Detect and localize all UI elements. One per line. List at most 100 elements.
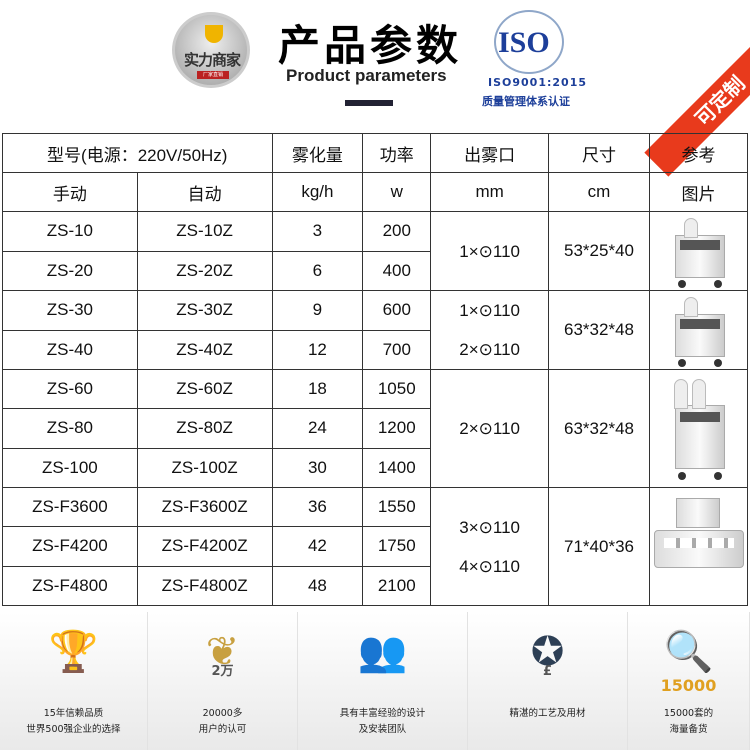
outlet-value: 2×⊙110 xyxy=(459,340,520,359)
cell-power: 600 xyxy=(362,290,432,331)
merchant-logo: 实力商家 厂家直销 xyxy=(172,12,250,88)
cell-power: 1550 xyxy=(362,486,432,528)
cell-auto: ZS-F4800Z xyxy=(136,565,273,607)
product-image xyxy=(648,369,749,488)
feature-text: 15年信赖品质 xyxy=(43,708,104,719)
cell-mist: 48 xyxy=(271,565,364,607)
product-image xyxy=(648,211,749,291)
cell-manual: ZS-100 xyxy=(2,447,138,489)
feature-badge: 2万 xyxy=(211,664,234,679)
outlet-value: 1×⊙110 xyxy=(459,301,520,320)
cell-power: 1200 xyxy=(362,408,432,449)
feature-item: 🔍 15000 15000套的 海量备货 xyxy=(628,612,750,750)
feature-item: 🏆 15年信赖品质世界500强企业的选择 xyxy=(0,612,148,750)
cell-manual: ZS-F4800 xyxy=(2,565,138,607)
header-manual: 手动 xyxy=(2,172,138,212)
cell-auto: ZS-60Z xyxy=(136,368,273,410)
outlet-value: 3×⊙110 xyxy=(459,517,520,537)
cell-power: 1050 xyxy=(362,368,432,410)
cell-size: 71*40*36 xyxy=(548,487,650,606)
cell-auto: ZS-100Z xyxy=(136,447,273,489)
header-ref2: 图片 xyxy=(648,172,749,212)
header-model: 型号(电源：220V/50Hz) xyxy=(2,133,273,173)
page-subtitle: Product parameters xyxy=(286,66,447,85)
cell-mist: 18 xyxy=(271,368,364,410)
outlet-value: 4×⊙110 xyxy=(459,556,520,576)
feature-text: 15000套的 xyxy=(663,708,714,719)
cell-power: 1750 xyxy=(362,526,432,567)
cell-manual: ZS-F4200 xyxy=(2,526,138,567)
header-outlet: 出雾口 xyxy=(430,133,550,173)
cell-auto: ZS-40Z xyxy=(136,329,273,370)
table-row: ZS-40 ZS-40Z 12 700 xyxy=(2,329,748,370)
feature-text: 及安装团队 xyxy=(358,724,407,735)
unit-power: w xyxy=(362,172,432,212)
cell-auto: ZS-30Z xyxy=(136,290,273,331)
page-title: 产品参数 xyxy=(278,21,463,70)
feature-item: ✪ £ 精湛的工艺及用材 xyxy=(468,612,628,750)
cell-mist: 30 xyxy=(271,447,364,489)
iso-cert: ISO9001:2015 xyxy=(488,76,587,89)
cell-mist: 6 xyxy=(271,250,364,291)
header-auto: 自动 xyxy=(136,172,273,212)
feature-badge: £ xyxy=(542,664,553,679)
feature-text: 世界500强企业的选择 xyxy=(26,724,121,735)
cell-mist: 24 xyxy=(271,408,364,449)
table-row: ZS-80 ZS-80Z 24 1200 xyxy=(2,408,748,449)
spec-table: 型号(电源：220V/50Hz) 雾化量 功率 出雾口 尺寸 参考 手动 自动 … xyxy=(2,133,749,607)
cell-power: 2100 xyxy=(362,565,432,607)
cell-manual: ZS-20 xyxy=(2,250,138,291)
iso-logo: ISO xyxy=(494,10,564,74)
header-mist: 雾化量 xyxy=(271,133,364,173)
cell-manual: ZS-40 xyxy=(2,329,138,370)
cell-mist: 9 xyxy=(271,290,364,331)
cell-mist: 36 xyxy=(271,486,364,528)
table-row: ZS-60 ZS-60Z 18 1050 2×⊙110 63*32*48 xyxy=(2,368,749,488)
cell-mist: 42 xyxy=(271,526,364,567)
cell-manual: ZS-F3600 xyxy=(2,486,138,528)
features-strip: 🏆 15年信赖品质 世界500强企业的选择 ❦ 2万 20000多 用户的认可 👥 具有丰… xyxy=(0,612,750,750)
divider xyxy=(345,100,393,106)
magnifier-icon: 🔍 15000 xyxy=(659,622,719,695)
product-image xyxy=(648,290,749,370)
table-row: ZS-10 ZS-10Z 3 200 1×⊙110 53*25*40 xyxy=(2,211,749,291)
feature-item: 👥 具有丰富经验的设计 及安装团队 xyxy=(298,612,468,750)
table-row: ZS-30 ZS-30Z 9 600 1×⊙110 2×⊙110 63*32*48 xyxy=(2,290,749,370)
table-row: ZS-F4200 ZS-F4200Z 42 1750 xyxy=(2,526,748,567)
cell-manual: ZS-80 xyxy=(2,408,138,449)
iso-caption: 质量管理体系认证 xyxy=(482,95,570,108)
cell-manual: ZS-30 xyxy=(2,290,138,331)
award-ribbon-icon: ✪ £ xyxy=(518,622,578,682)
cell-auto: ZS-10Z xyxy=(136,211,273,252)
unit-outlet: mm xyxy=(430,172,550,212)
feature-text: 精湛的工艺及用材 xyxy=(509,708,586,719)
outlet-value: 2×⊙110 xyxy=(459,419,520,438)
trophy-icon: 🏆 xyxy=(48,629,99,675)
feature-badge: 15000 xyxy=(660,676,717,695)
header-ref: 参考 xyxy=(648,133,749,173)
cell-size: 53*25*40 xyxy=(548,211,650,291)
table-row: ZS-20 ZS-20Z 6 400 xyxy=(2,250,748,291)
cell-outlet: 1×⊙110 xyxy=(430,211,550,291)
header-power: 功率 xyxy=(362,133,432,173)
cell-manual: ZS-10 xyxy=(2,211,138,252)
cell-power: 200 xyxy=(362,211,432,252)
cell-size: 63*32*48 xyxy=(548,369,650,488)
feature-text: 海量备货 xyxy=(669,724,708,735)
table-row: ZS-F4800 ZS-F4800Z 48 2100 xyxy=(2,565,748,607)
laurel-badge-icon: ❦ 2万 xyxy=(193,622,253,682)
feature-text: 20000多 xyxy=(202,708,243,719)
cell-auto: ZS-80Z xyxy=(136,408,273,449)
cell-auto: ZS-F3600Z xyxy=(136,486,273,528)
cell-auto: ZS-F4200Z xyxy=(136,526,273,567)
cell-outlet: 3×⊙110 4×⊙110 xyxy=(430,487,550,606)
cell-power: 700 xyxy=(362,329,432,370)
feature-item: ❦ 2万 20000多 用户的认可 xyxy=(148,612,298,750)
unit-mist: kg/h xyxy=(271,172,364,212)
cell-power: 400 xyxy=(362,250,432,291)
feature-text: 用户的认可 xyxy=(198,724,247,735)
cell-auto: ZS-20Z xyxy=(136,250,273,291)
table-row: ZS-100 ZS-100Z 30 1400 xyxy=(2,447,748,489)
table-row: ZS-F3600 ZS-F3600Z 36 1550 3×⊙110 4×⊙110 71*40… xyxy=(2,486,749,606)
cell-mist: 3 xyxy=(271,211,364,252)
